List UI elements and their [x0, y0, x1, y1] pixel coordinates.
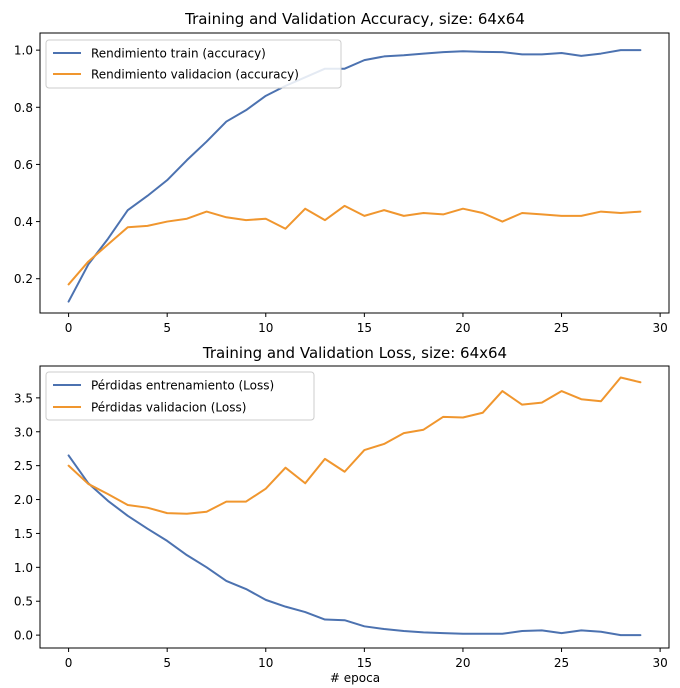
loss-x-tick-label: 5 [163, 656, 171, 670]
loss-train-line [67, 454, 642, 637]
loss-x-tick-label: 20 [455, 656, 470, 670]
loss-chart-title: Training and Validation Loss, size: 64x6… [202, 344, 507, 362]
loss-legend: Pérdidas entrenamiento (Loss) Pérdidas v… [45, 371, 315, 421]
accuracy-y-tick-label: 0.4 [14, 215, 33, 229]
accuracy-legend-label-train: Rendimiento train (accuracy) [91, 47, 266, 61]
accuracy-ticks: 0 5 10 15 20 25 30 0.2 0.4 0.6 0.8 1.0 [14, 44, 668, 335]
accuracy-y-tick-label: 0.2 [14, 272, 33, 286]
loss-x-tick-label: 0 [65, 656, 73, 670]
accuracy-y-tick-label: 0.8 [14, 101, 33, 115]
loss-y-tick-label: 1.5 [14, 527, 33, 541]
accuracy-x-tick-label: 10 [258, 321, 273, 335]
accuracy-validation-line [67, 204, 642, 286]
accuracy-x-tick-label: 5 [163, 321, 171, 335]
accuracy-y-tick-label: 1.0 [14, 44, 33, 58]
loss-y-tick-label: 0.5 [14, 595, 33, 609]
accuracy-plot-frame [39, 32, 670, 314]
loss-legend-label-validation: Pérdidas validacion (Loss) [91, 401, 246, 415]
loss-y-tick-label: 3.5 [14, 391, 33, 405]
loss-x-tick-label: 30 [652, 656, 667, 670]
loss-validation-line [67, 376, 642, 515]
loss-y-tick-label: 1.0 [14, 561, 33, 575]
accuracy-x-tick-label: 0 [65, 321, 73, 335]
loss-x-tick-label: 25 [554, 656, 569, 670]
accuracy-legend: Rendimiento train (accuracy) Rendimiento… [45, 39, 342, 89]
accuracy-x-tick-label: 30 [652, 321, 667, 335]
loss-legend-box [45, 371, 315, 421]
accuracy-x-tick-label: 20 [455, 321, 470, 335]
accuracy-legend-label-validation: Rendimiento validacion (accuracy) [91, 68, 299, 82]
accuracy-y-tick-label: 0.6 [14, 158, 33, 172]
loss-series-lines [67, 376, 642, 637]
loss-x-axis-label: # epoca [330, 671, 380, 685]
loss-plot-frame [39, 365, 670, 649]
loss-chart: Training and Validation Loss, size: 64x6… [14, 344, 670, 685]
loss-x-tick-label: 10 [258, 656, 273, 670]
loss-legend-label-train: Pérdidas entrenamiento (Loss) [91, 379, 274, 393]
accuracy-series-lines [67, 49, 642, 303]
accuracy-x-tick-label: 15 [357, 321, 372, 335]
loss-y-tick-label: 2.0 [14, 493, 33, 507]
accuracy-chart-title: Training and Validation Accuracy, size: … [184, 10, 525, 28]
loss-y-tick-label: 3.0 [14, 425, 33, 439]
accuracy-train-line [67, 49, 642, 303]
accuracy-chart: Training and Validation Accuracy, size: … [14, 10, 670, 335]
loss-x-tick-label: 15 [357, 656, 372, 670]
loss-y-tick-label: 0.0 [14, 629, 33, 643]
loss-ticks: 0 5 10 15 20 25 30 0.0 0.5 1.0 1.5 2.0 2.5 3.0 3.5 [14, 391, 668, 670]
loss-y-tick-label: 2.5 [14, 459, 33, 473]
accuracy-legend-box [45, 39, 342, 89]
accuracy-x-tick-label: 25 [554, 321, 569, 335]
